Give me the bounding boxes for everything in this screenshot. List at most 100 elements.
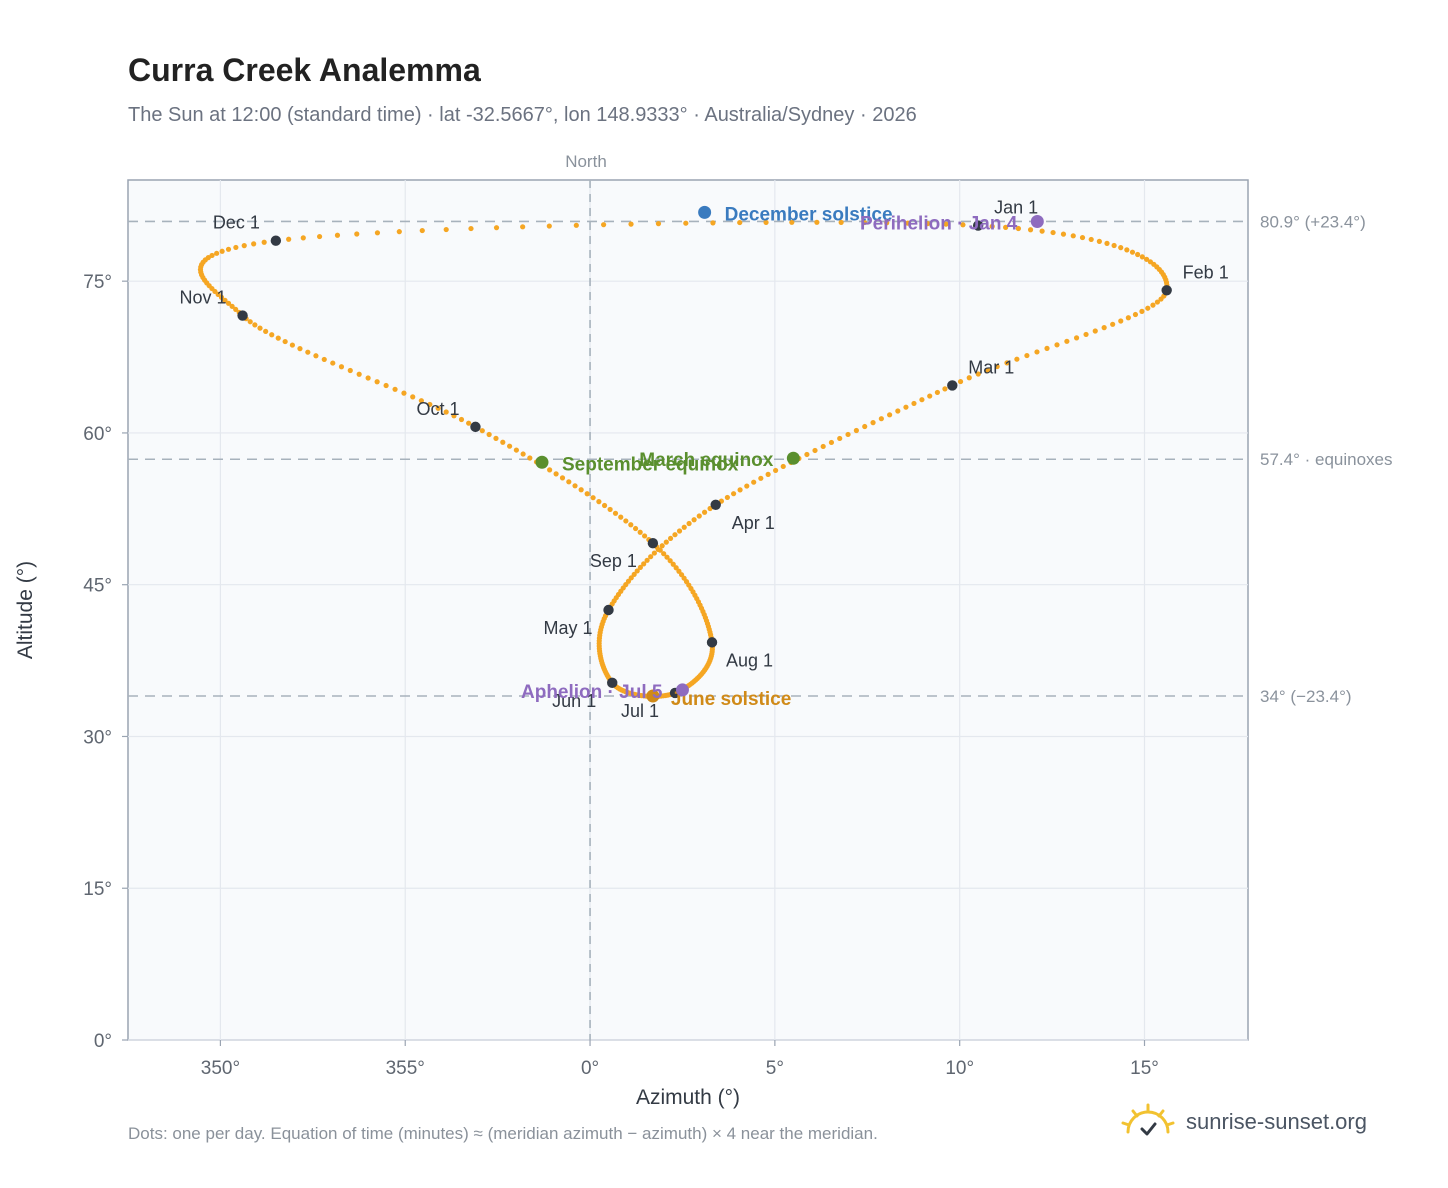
x-tick-label: 5°: [766, 1058, 784, 1079]
daily-dot: [573, 222, 579, 228]
daily-dot: [838, 219, 844, 225]
event-marker: [535, 455, 549, 469]
daily-dot: [374, 230, 381, 236]
daily-dot: [644, 557, 650, 563]
daily-dot: [820, 443, 826, 450]
daily-dot: [925, 220, 931, 227]
daily-dot: [812, 447, 818, 454]
daily-dot: [1104, 240, 1110, 246]
month-marker: [710, 499, 721, 510]
daily-dot: [601, 502, 608, 509]
daily-dot: [257, 325, 263, 331]
daily-dot: [553, 471, 559, 477]
daily-dot: [1101, 325, 1107, 331]
daily-dot: [870, 420, 876, 426]
daily-dot: [493, 435, 499, 441]
daily-dot: [681, 524, 687, 530]
daily-dot: [1135, 251, 1141, 258]
daily-dot: [637, 564, 643, 571]
daily-dot: [655, 221, 662, 227]
daily-dot: [1079, 234, 1086, 241]
daily-dot: [895, 408, 901, 414]
daily-dot: [466, 420, 472, 426]
daily-dot: [1050, 229, 1056, 236]
daily-dot: [744, 483, 750, 489]
daily-dot: [607, 506, 613, 513]
daily-dot: [672, 532, 678, 538]
daily-dot: [657, 547, 663, 553]
daily-dot: [667, 558, 673, 564]
month-marker: [1161, 285, 1172, 296]
reference-lines: 80.9° (+23.4°) 57.4° · equinoxes 34° (−23.…: [128, 180, 1393, 1040]
daily-dot: [724, 494, 730, 501]
daily-dot: [887, 412, 893, 418]
daily-dot: [683, 220, 689, 226]
daily-dot: [225, 246, 232, 252]
daily-dot: [927, 393, 933, 399]
y-tick-label: 15°: [83, 879, 112, 900]
daily-dot: [853, 427, 859, 434]
month-marker: [270, 235, 282, 246]
event-marker: [698, 205, 712, 219]
event-label: September equinox: [562, 454, 739, 475]
daily-dot: [205, 255, 211, 261]
daily-dot: [289, 342, 295, 348]
daily-dot: [1064, 338, 1070, 344]
daily-dot: [596, 499, 602, 505]
event-label: December solstice: [725, 204, 893, 225]
daily-dot: [584, 491, 590, 497]
daily-dot: [1154, 299, 1160, 305]
daily-dot: [648, 554, 654, 560]
daily-dot: [269, 332, 275, 338]
daily-dot: [1158, 296, 1164, 302]
daily-dot: [862, 423, 868, 430]
daily-dot: [218, 294, 225, 300]
event-label: Perihelion · Jan 4: [860, 213, 1018, 234]
month-label: May 1: [543, 618, 592, 638]
daily-dot: [758, 475, 764, 481]
month-marker: [972, 220, 984, 231]
daily-dot: [966, 375, 972, 381]
daily-dot: [670, 561, 676, 567]
reference-line-label: 80.9° (+23.4°): [1260, 212, 1366, 231]
daily-dot: [773, 467, 779, 474]
x-axis-label: Azimuth (°): [636, 1086, 740, 1109]
daily-dot: [623, 518, 629, 524]
daily-dot: [934, 389, 941, 396]
y-tick-label: 60°: [83, 424, 112, 445]
daily-dot: [1024, 352, 1030, 359]
daily-dot: [365, 375, 371, 381]
daily-dot: [618, 514, 624, 520]
daily-dot: [943, 221, 949, 227]
daily-dot: [383, 382, 389, 389]
north-label: North: [565, 152, 607, 171]
daily-dot: [1092, 328, 1098, 334]
daily-dot: [673, 565, 679, 571]
daily-dot: [942, 386, 948, 392]
daily-dot: [282, 338, 288, 345]
y-tick-label: 30°: [83, 727, 112, 748]
daily-dot: [559, 475, 566, 481]
y-axis-label: Altitude (°): [14, 561, 37, 659]
daily-dot: [547, 467, 553, 473]
daily-dot: [911, 400, 917, 407]
daily-dot: [985, 367, 991, 373]
daily-dot: [1034, 349, 1040, 355]
brand[interactable]: sunrise-sunset.org: [1120, 1100, 1367, 1144]
daily-dot: [731, 491, 737, 497]
daily-dot: [1139, 254, 1145, 260]
daily-dot: [566, 479, 572, 485]
month-label: Jun 1: [552, 691, 596, 711]
daily-dot: [313, 353, 319, 359]
daily-dot: [957, 378, 964, 385]
grid: [128, 180, 1248, 1041]
daily-dot: [701, 509, 708, 515]
y-tick-label: 0°: [94, 1031, 112, 1052]
daily-dot: [418, 398, 424, 404]
sun-logo-icon: [1121, 1103, 1175, 1136]
month-label: Nov 1: [180, 288, 227, 308]
daily-dot: [1118, 245, 1124, 251]
daily-dot: [804, 451, 810, 458]
daily-dot: [347, 367, 353, 374]
